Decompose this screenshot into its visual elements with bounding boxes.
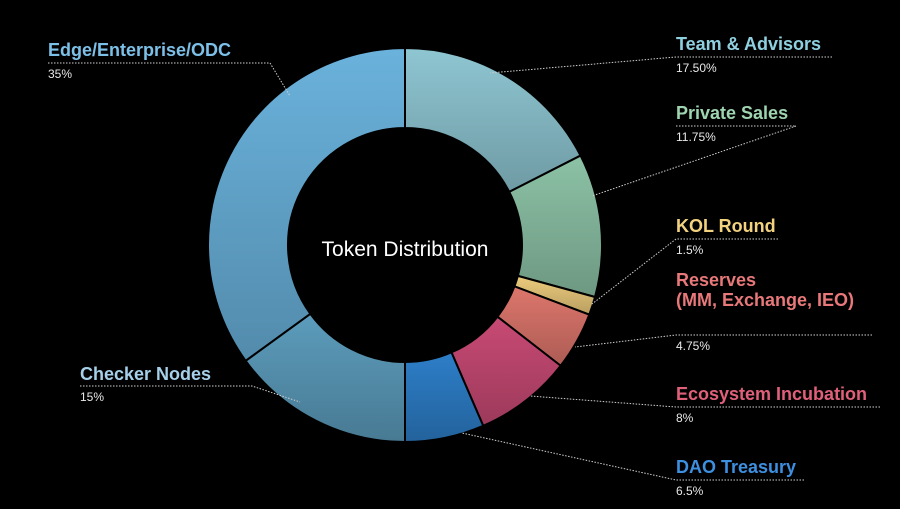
leader-line bbox=[574, 334, 872, 348]
data-label: 6.5% bbox=[676, 484, 704, 498]
data-label: 8% bbox=[676, 411, 694, 425]
legend-label: Reserves (MM, Exchange, IEO) bbox=[676, 270, 855, 310]
slice-edge-enterprise-odc bbox=[207, 46, 406, 363]
leader-line bbox=[48, 62, 291, 97]
legend-label: Edge/Enterprise/ODC bbox=[48, 40, 232, 60]
data-label: 35% bbox=[48, 67, 73, 81]
legend-label: Private Sales bbox=[676, 103, 789, 123]
legend-label: KOL Round bbox=[676, 216, 776, 236]
data-label: 1.5% bbox=[676, 243, 704, 257]
leader-line bbox=[489, 56, 832, 74]
leader-line bbox=[591, 238, 778, 305]
legend-label: Ecosystem Incubation bbox=[676, 384, 868, 404]
data-label: 17.50% bbox=[676, 61, 717, 75]
leader-line bbox=[80, 385, 301, 403]
chart-title: Token Distribution bbox=[321, 238, 489, 261]
data-label: 11.75% bbox=[676, 130, 716, 144]
legend-label: Checker Nodes bbox=[80, 364, 212, 384]
leader-line bbox=[461, 432, 804, 481]
leader-line bbox=[529, 395, 880, 408]
data-label: 15% bbox=[80, 390, 105, 404]
leader-line bbox=[591, 125, 797, 197]
legend-label: Team & Advisors bbox=[676, 34, 822, 54]
legend-label: DAO Treasury bbox=[676, 457, 797, 477]
data-label: 4.75% bbox=[676, 339, 711, 353]
